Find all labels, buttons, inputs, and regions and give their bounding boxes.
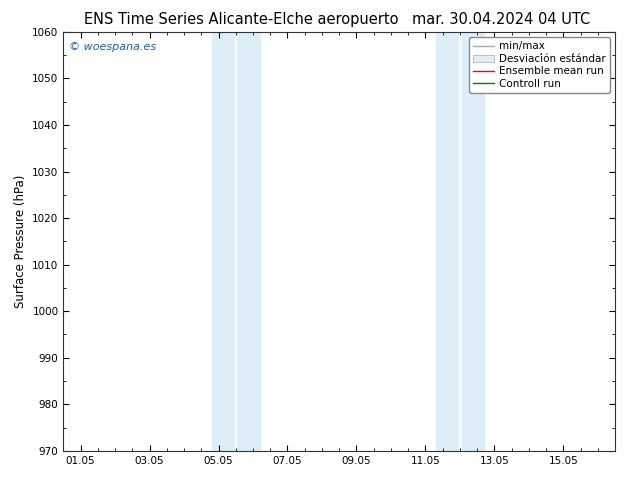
Bar [462,32,484,451]
Bar [212,32,234,451]
Bar [436,32,458,451]
Bar [238,32,260,451]
Y-axis label: Surface Pressure (hPa): Surface Pressure (hPa) [14,174,27,308]
Legend: min/max, Desviacíón est́ándar, Ensemble mean run, Controll run: min/max, Desviacíón est́ándar, Ensemble… [469,37,610,93]
Text: mar. 30.04.2024 04 UTC: mar. 30.04.2024 04 UTC [411,12,590,27]
Text: © woespana.es: © woespana.es [69,42,156,52]
Text: ENS Time Series Alicante-Elche aeropuerto: ENS Time Series Alicante-Elche aeropuert… [84,12,398,27]
